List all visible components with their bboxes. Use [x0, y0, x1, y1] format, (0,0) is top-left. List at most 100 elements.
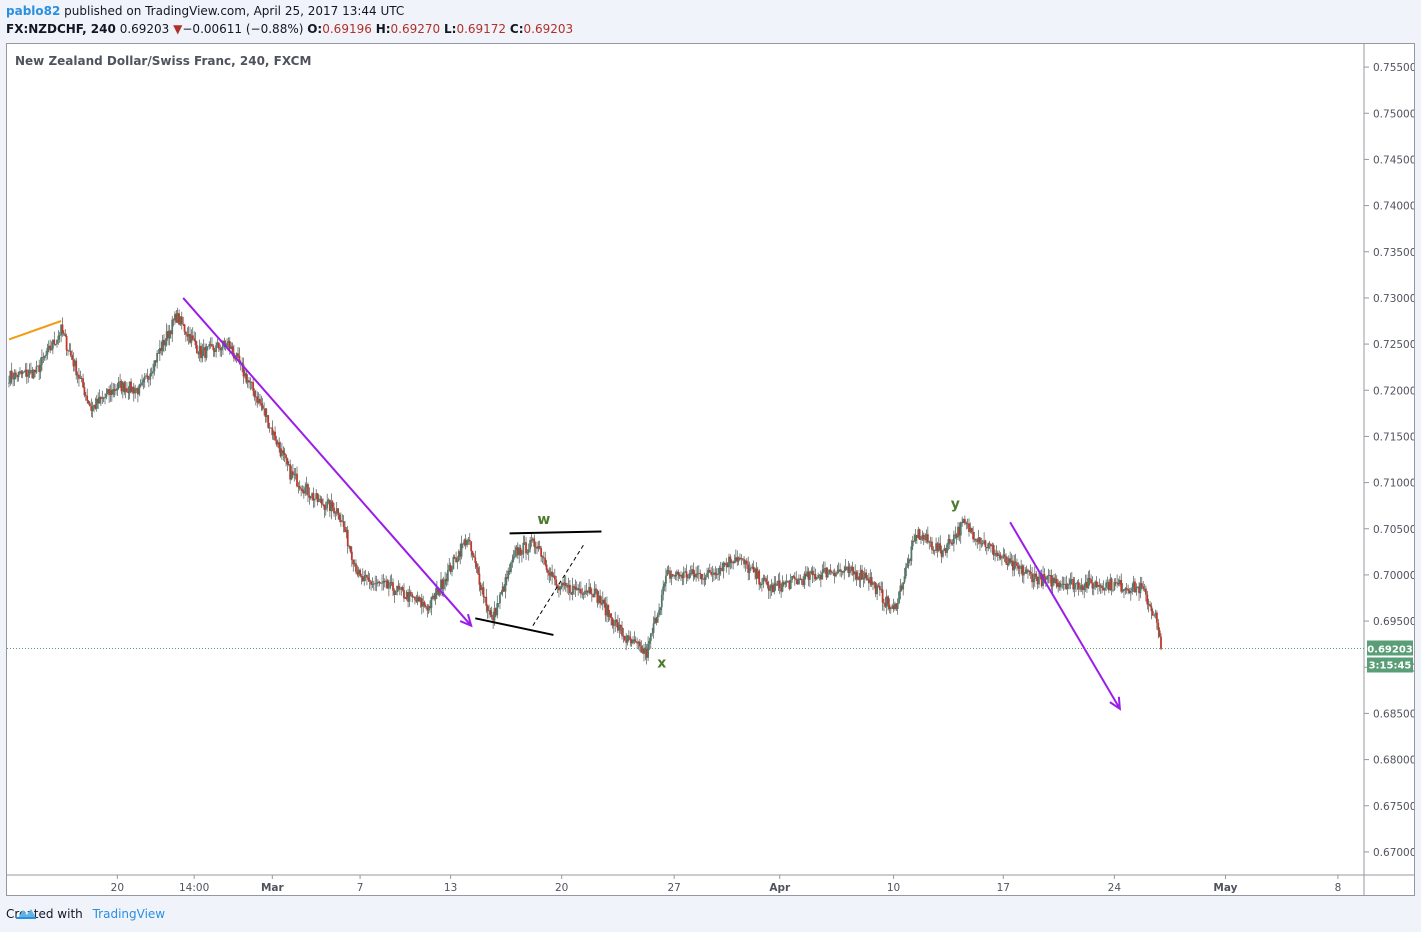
time-tick-label: 8 — [1335, 882, 1342, 894]
candle-body — [80, 378, 83, 379]
candle-body — [833, 573, 836, 577]
candle-body — [748, 567, 751, 573]
candle-body — [898, 591, 900, 603]
tradingview-cloud-icon[interactable] — [14, 906, 38, 920]
candle-body — [841, 571, 844, 573]
candle-body — [386, 580, 389, 589]
countdown-badge — [1367, 657, 1413, 673]
candle-body — [41, 357, 43, 365]
candle-body — [995, 552, 998, 556]
candle-body — [485, 596, 488, 606]
candle-body — [493, 608, 496, 621]
candle-body — [529, 539, 532, 550]
candle-body — [773, 583, 776, 593]
candle-body — [275, 440, 278, 445]
candle-body — [499, 594, 501, 604]
candle-body — [1051, 577, 1054, 587]
candle-body — [1014, 561, 1017, 563]
open-label: O: — [307, 22, 323, 36]
candle-body — [903, 576, 906, 583]
candle-body — [291, 471, 294, 475]
candle-body — [811, 570, 814, 576]
candle-body — [124, 388, 127, 393]
candle-body — [345, 529, 348, 533]
candle-body — [829, 569, 832, 572]
candle-body — [733, 561, 736, 564]
candle-body — [268, 427, 271, 429]
candle-body — [626, 635, 629, 643]
candle-body — [911, 540, 914, 547]
candle-body — [752, 566, 755, 573]
time-tick-label: 14:00 — [179, 882, 209, 894]
candle-body — [65, 336, 68, 351]
price-tick-label: 0.67500 — [1373, 801, 1414, 813]
candle-body — [54, 343, 57, 345]
candle-body — [104, 397, 106, 399]
candle-body — [1132, 581, 1135, 588]
candle-body — [695, 573, 697, 578]
candle-body — [828, 569, 831, 575]
price-chart[interactable]: New Zealand Dollar/Swiss Franc, 240, FXC… — [7, 44, 1414, 895]
candle-body — [466, 540, 468, 546]
candle-body — [149, 373, 152, 380]
candle-body — [985, 546, 988, 549]
candle-body — [1131, 587, 1134, 592]
candle-body — [514, 550, 516, 557]
candle-body — [1025, 569, 1028, 574]
candle-body — [610, 613, 612, 619]
candle-body — [883, 602, 885, 604]
candle-body — [19, 371, 21, 373]
chart-panel[interactable]: New Zealand Dollar/Swiss Franc, 240, FXC… — [6, 43, 1415, 896]
candle-body — [341, 521, 344, 523]
candle-body — [702, 578, 704, 580]
time-tick-label: 20 — [111, 882, 124, 894]
candle-body — [45, 354, 47, 357]
candle-body — [865, 572, 868, 579]
candle-body — [575, 588, 578, 590]
candle-body — [644, 647, 647, 654]
author-link[interactable]: pablo82 — [6, 4, 61, 18]
candle-body — [500, 592, 503, 595]
candle-body — [407, 592, 409, 602]
candle-body — [826, 574, 829, 578]
candle-body — [789, 579, 792, 589]
candle-body — [1160, 636, 1162, 649]
candle-body — [504, 577, 507, 592]
candle-body — [774, 583, 777, 585]
candle-body — [538, 546, 541, 548]
candle-body — [608, 613, 611, 617]
candle-body — [339, 520, 342, 522]
candle-body — [208, 344, 211, 347]
candle-body — [824, 567, 826, 570]
candle-body — [552, 575, 555, 577]
last-price-label: 0.69203 — [1367, 645, 1413, 656]
candle-body — [412, 596, 415, 598]
candle-body — [566, 586, 569, 588]
candle-body — [237, 353, 239, 356]
candle-body — [109, 389, 112, 396]
candle-body — [935, 543, 937, 551]
candle-body — [525, 542, 527, 554]
candle-body — [1046, 575, 1049, 580]
candle-body — [367, 577, 370, 580]
candle-body — [987, 543, 990, 549]
candle-body — [590, 593, 593, 595]
time-tick-label: Apr — [769, 882, 791, 894]
candle-body — [422, 601, 425, 607]
candle-body — [599, 595, 601, 604]
candle-body — [89, 403, 91, 407]
candle-body — [564, 582, 567, 587]
candle-body — [885, 596, 888, 607]
candle-body — [113, 389, 116, 392]
candle-body — [560, 582, 563, 588]
candle-body — [998, 554, 1001, 556]
time-tick-label: Mar — [261, 882, 285, 894]
candle-body — [881, 589, 884, 603]
tradingview-link[interactable]: TradingView — [92, 907, 166, 921]
candle-body — [1080, 585, 1083, 590]
candle-body — [419, 598, 422, 602]
candle-body — [770, 584, 773, 589]
price-tick-label: 0.73000 — [1373, 293, 1414, 305]
candle-body — [584, 590, 586, 595]
candle-body — [929, 541, 932, 543]
